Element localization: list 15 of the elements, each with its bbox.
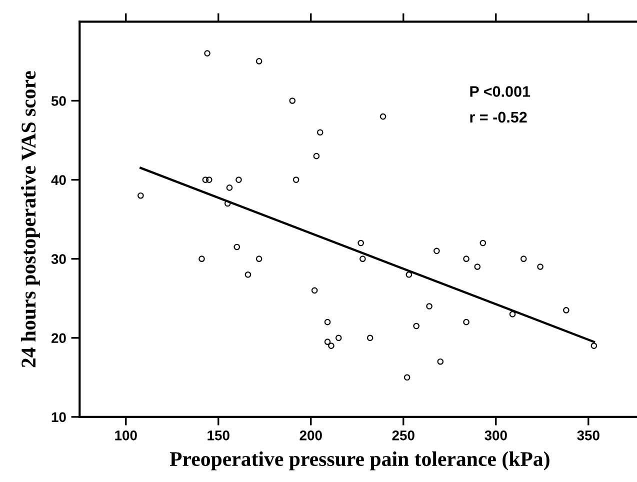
y-tick-label: 10 [52,412,66,422]
annotation: P <0.001 [470,86,530,97]
x-tick-label: 200 [300,430,322,440]
x-tick-label: 300 [484,430,507,440]
x-axis-title: Preoperative pressure pain tolerance (kPa) [170,451,550,470]
y-axis-title: 24 hours postoperative VAS score [20,71,40,368]
x-tick-label: 150 [208,430,230,440]
y-tick-label: 40 [51,175,66,185]
annotation: r = -0.52 [470,112,527,123]
y-tick-label: 50 [51,96,66,106]
y-tick-label: 30 [51,254,66,264]
x-tick-label: 350 [577,430,600,440]
x-tick-label: 250 [392,430,414,440]
x-tick-label: 100 [115,430,137,440]
y-tick-label: 20 [51,333,66,344]
